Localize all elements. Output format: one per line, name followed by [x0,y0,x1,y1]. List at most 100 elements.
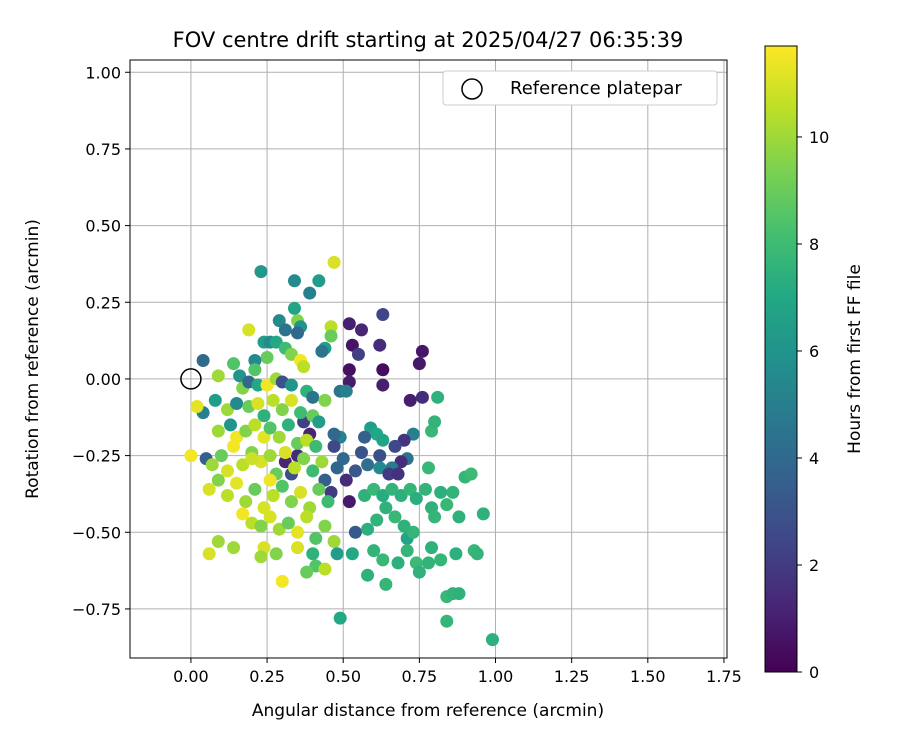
data-point [230,476,244,490]
data-point [227,541,241,555]
plot-frame [129,59,728,659]
grid-lines [130,60,727,658]
data-point [269,547,283,561]
data-point [220,488,234,502]
data-point [312,482,326,496]
data-point [318,519,332,533]
data-point [470,547,484,561]
data-point [236,458,250,472]
legend-reference-marker [461,78,483,100]
data-point [294,406,308,420]
data-point [211,424,225,438]
x-tick-label: 1.25 [554,667,590,686]
data-point [287,274,301,288]
data-point [287,461,301,475]
data-point [428,415,442,429]
data-point [224,418,238,432]
data-point [190,400,204,414]
data-point [294,485,308,499]
data-point [327,534,341,548]
data-point [248,363,262,377]
data-point [315,455,329,469]
data-point [318,562,332,576]
data-point [321,495,335,509]
data-point [306,547,320,561]
data-point [205,458,219,472]
data-point [373,449,387,463]
data-point [263,449,277,463]
data-point [309,439,323,453]
data-point [345,547,359,561]
data-point [391,556,405,570]
data-point [251,396,265,410]
data-point [306,464,320,478]
x-tick-label: 0.75 [402,667,438,686]
data-point [336,452,350,466]
data-point [379,501,393,515]
data-point [291,326,305,340]
data-point [391,467,405,481]
x-tick-label: 0.25 [249,667,285,686]
data-point [266,393,280,407]
data-point [452,587,466,601]
colorbar-tick-label: 2 [809,556,819,575]
data-point [208,393,222,407]
data-point [251,378,265,392]
y-tick-label: −0.75 [72,600,121,619]
data-point [269,335,283,349]
data-point [348,464,362,478]
data-point [263,421,277,435]
data-point [254,550,268,564]
y-tick-label: −0.25 [72,447,121,466]
data-point [278,323,292,337]
data-point [284,393,298,407]
data-point [260,350,274,364]
data-point [275,479,289,493]
data-point [373,338,387,352]
data-point [330,547,344,561]
data-point [342,317,356,331]
data-point [403,393,417,407]
data-point [202,547,216,561]
data-point [254,265,268,279]
colorbar-gradient [764,45,798,673]
data-point [379,577,393,591]
data-point [236,507,250,521]
data-point [415,344,429,358]
data-point [303,286,317,300]
data-point [281,516,295,530]
data-point [412,357,426,371]
data-point [367,544,381,558]
data-point [409,492,423,506]
data-point [300,433,314,447]
data-point [342,495,356,509]
data-point [394,488,408,502]
data-point [476,507,490,521]
data-point [248,482,262,496]
y-tick-label: 0.25 [85,293,121,312]
data-point [422,461,435,475]
data-point [297,452,311,466]
data-point [239,424,253,438]
data-point [370,513,384,527]
data-points [184,255,499,647]
data-point [297,360,311,374]
data-point [263,510,277,524]
x-tick-label: 1.00 [478,667,514,686]
data-point [342,363,356,377]
data-point [415,390,429,404]
data-point [257,430,271,444]
data-point [196,354,210,368]
data-point [345,338,359,352]
data-point [403,482,417,496]
data-point [388,510,402,524]
data-point [376,553,390,567]
colorbar-tick-label: 0 [809,663,819,682]
data-point [434,553,448,567]
x-axis-ticks: 0.00 0.25 0.50 0.75 1.00 1.25 1.50 1.75 [173,658,742,686]
data-point [422,556,435,570]
data-point [245,452,259,466]
data-point [434,485,448,499]
data-point [330,461,344,475]
data-point [266,488,280,502]
